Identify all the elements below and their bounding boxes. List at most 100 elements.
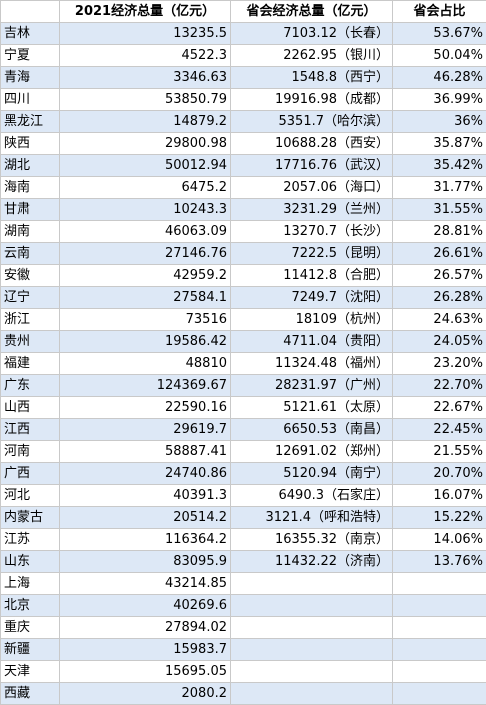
cell-gdp: 58887.41 bbox=[60, 441, 231, 463]
cell-gdp: 40391.3 bbox=[60, 485, 231, 507]
cell-share: 53.67% bbox=[393, 23, 486, 45]
cell-gdp: 29800.98 bbox=[60, 133, 231, 155]
cell-region: 江苏 bbox=[1, 529, 60, 551]
cell-share: 22.70% bbox=[393, 375, 486, 397]
cell-share bbox=[393, 683, 486, 705]
cell-region: 广东 bbox=[1, 375, 60, 397]
cell-gdp: 3346.63 bbox=[60, 67, 231, 89]
cell-share: 31.55% bbox=[393, 199, 486, 221]
cell-share: 24.05% bbox=[393, 331, 486, 353]
cell-capital-gdp: 16355.32（南京） bbox=[231, 529, 393, 551]
cell-share: 26.61% bbox=[393, 243, 486, 265]
cell-gdp: 29619.7 bbox=[60, 419, 231, 441]
cell-region: 湖南 bbox=[1, 221, 60, 243]
cell-region: 上海 bbox=[1, 573, 60, 595]
cell-share: 14.06% bbox=[393, 529, 486, 551]
cell-gdp: 83095.9 bbox=[60, 551, 231, 573]
cell-region: 四川 bbox=[1, 89, 60, 111]
cell-region: 吉林 bbox=[1, 23, 60, 45]
header-region bbox=[1, 1, 60, 23]
cell-share: 26.28% bbox=[393, 287, 486, 309]
cell-capital-gdp: 2057.06（海口） bbox=[231, 177, 393, 199]
cell-capital-gdp: 11432.22（济南） bbox=[231, 551, 393, 573]
cell-region: 海南 bbox=[1, 177, 60, 199]
cell-gdp: 4522.3 bbox=[60, 45, 231, 67]
cell-gdp: 46063.09 bbox=[60, 221, 231, 243]
cell-gdp: 6475.2 bbox=[60, 177, 231, 199]
cell-gdp: 53850.79 bbox=[60, 89, 231, 111]
cell-gdp: 19586.42 bbox=[60, 331, 231, 353]
cell-share: 36.99% bbox=[393, 89, 486, 111]
cell-gdp: 73516 bbox=[60, 309, 231, 331]
cell-region: 西藏 bbox=[1, 683, 60, 705]
cell-share: 23.20% bbox=[393, 353, 486, 375]
cell-region: 宁夏 bbox=[1, 45, 60, 67]
cell-share: 28.81% bbox=[393, 221, 486, 243]
cell-capital-gdp: 6650.53（南昌） bbox=[231, 419, 393, 441]
cell-share bbox=[393, 595, 486, 617]
cell-gdp: 50012.94 bbox=[60, 155, 231, 177]
cell-share: 50.04% bbox=[393, 45, 486, 67]
cell-share: 46.28% bbox=[393, 67, 486, 89]
cell-capital-gdp bbox=[231, 595, 393, 617]
cell-gdp: 124369.67 bbox=[60, 375, 231, 397]
cell-capital-gdp: 5351.7（哈尔滨） bbox=[231, 111, 393, 133]
cell-share bbox=[393, 661, 486, 683]
cell-share: 20.70% bbox=[393, 463, 486, 485]
cell-region: 河南 bbox=[1, 441, 60, 463]
cell-capital-gdp: 12691.02（郑州） bbox=[231, 441, 393, 463]
cell-capital-gdp: 4711.04（贵阳） bbox=[231, 331, 393, 353]
cell-gdp: 48810 bbox=[60, 353, 231, 375]
cell-region: 天津 bbox=[1, 661, 60, 683]
cell-capital-gdp bbox=[231, 639, 393, 661]
cell-region: 安徽 bbox=[1, 265, 60, 287]
cell-capital-gdp: 11412.8（合肥） bbox=[231, 265, 393, 287]
cell-region: 云南 bbox=[1, 243, 60, 265]
cell-gdp: 14879.2 bbox=[60, 111, 231, 133]
cell-gdp: 40269.6 bbox=[60, 595, 231, 617]
cell-capital-gdp: 18109（杭州） bbox=[231, 309, 393, 331]
cell-gdp: 13235.5 bbox=[60, 23, 231, 45]
cell-capital-gdp: 5120.94（南宁） bbox=[231, 463, 393, 485]
header-row: 2021经济总量（亿元） 省会经济总量（亿元） 省会占比 bbox=[1, 1, 486, 23]
cell-capital-gdp bbox=[231, 573, 393, 595]
cell-gdp: 15983.7 bbox=[60, 639, 231, 661]
cell-capital-gdp: 17716.76（武汉） bbox=[231, 155, 393, 177]
cell-share: 26.57% bbox=[393, 265, 486, 287]
cell-capital-gdp: 6490.3（石家庄） bbox=[231, 485, 393, 507]
cell-gdp: 43214.85 bbox=[60, 573, 231, 595]
header-capital-gdp: 省会经济总量（亿元） bbox=[231, 1, 393, 23]
cell-share: 22.67% bbox=[393, 397, 486, 419]
cell-capital-gdp: 7249.7（沈阳） bbox=[231, 287, 393, 309]
cell-region: 河北 bbox=[1, 485, 60, 507]
cell-capital-gdp: 1548.8（西宁） bbox=[231, 67, 393, 89]
cell-capital-gdp bbox=[231, 661, 393, 683]
header-gdp: 2021经济总量（亿元） bbox=[60, 1, 231, 23]
cell-gdp: 42959.2 bbox=[60, 265, 231, 287]
cell-capital-gdp bbox=[231, 683, 393, 705]
cell-region: 青海 bbox=[1, 67, 60, 89]
cell-capital-gdp: 19916.98（成都） bbox=[231, 89, 393, 111]
